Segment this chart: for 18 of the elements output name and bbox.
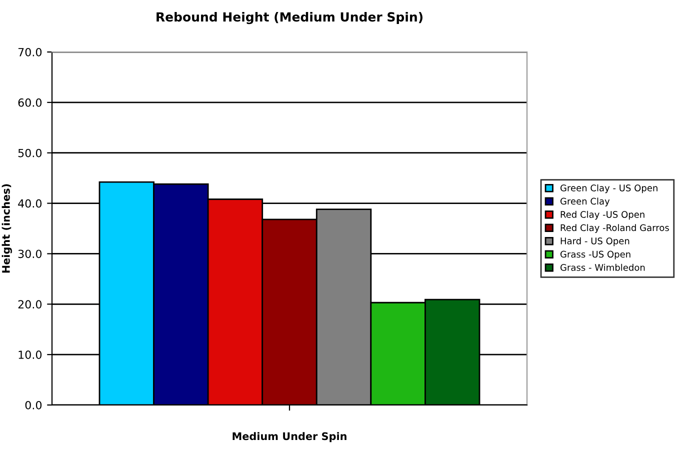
y-tick-label: 10.0 (18, 350, 42, 359)
y-tick-label: 60.0 (18, 98, 42, 107)
y-tick-label: 40.0 (18, 199, 42, 208)
legend-label: Green Clay (560, 198, 610, 206)
y-axis-title: Height (inches) (2, 184, 12, 273)
y-tick-label: 70.0 (18, 48, 42, 56)
chart-title: Rebound Height (Medium Under Spin) (156, 12, 422, 24)
y-tick-label: 50.0 (18, 148, 42, 158)
legend-label: Green Clay - US Open (560, 184, 658, 194)
legend-label: Red Clay -Roland Garros (560, 224, 669, 233)
legend-label: Hard - US Open (560, 237, 630, 246)
x-axis-title: Medium Under Spin (232, 432, 346, 442)
y-tick-label: 20.0 (18, 300, 42, 309)
legend-label: Grass -US Open (560, 250, 630, 260)
y-tick-label: 30.0 (18, 250, 42, 258)
legend-label: Red Clay -US Open (560, 210, 644, 220)
y-tick-label: 0.0 (25, 400, 42, 410)
legend-label: Grass - Wimbledon (560, 264, 645, 271)
